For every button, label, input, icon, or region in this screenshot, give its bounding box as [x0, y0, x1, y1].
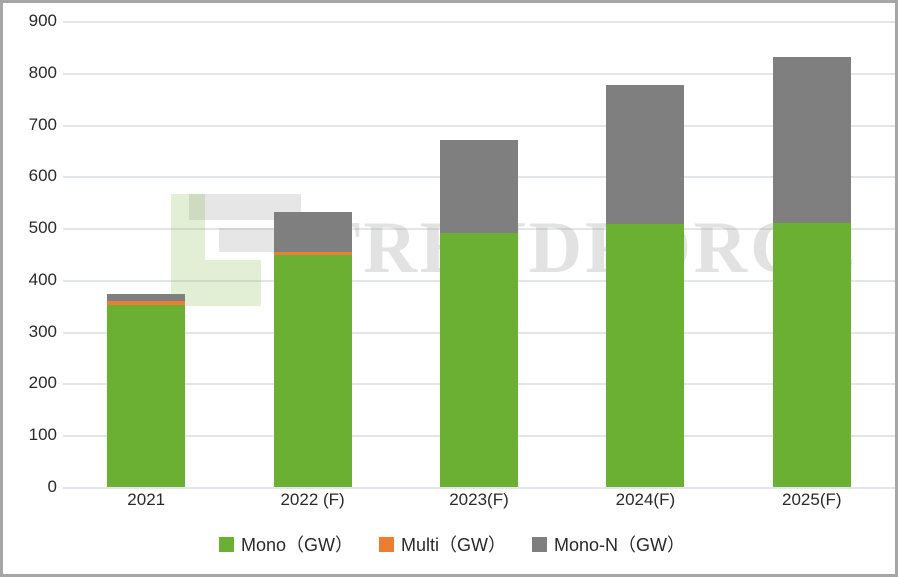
legend-item[interactable]: Mono（GW）	[218, 531, 353, 557]
bar-segment[interactable]	[772, 222, 851, 487]
bar-segment[interactable]	[273, 252, 352, 256]
bar-segment[interactable]	[107, 294, 186, 301]
bar-segment[interactable]	[606, 85, 685, 224]
y-axis-tick-label: 600	[28, 166, 57, 186]
legend-label: Mono（GW）	[240, 535, 353, 555]
y-axis-tick-label: 0	[47, 477, 57, 496]
bar-segment[interactable]	[273, 255, 352, 487]
bar-segment[interactable]	[772, 57, 851, 223]
legend-swatch-icon	[532, 536, 547, 552]
x-axis: 2021 2022 (F) 2023(F) 2024(F) 2025(F)	[63, 490, 895, 520]
gridline	[63, 124, 895, 127]
y-axis-tick-label: 700	[28, 114, 57, 134]
gridline	[63, 487, 895, 489]
bar-group[interactable]	[107, 294, 186, 487]
bar-group[interactable]	[273, 211, 352, 487]
y-axis-tick-label: 900	[28, 11, 57, 30]
x-axis-tick-label: 2022 (F)	[280, 490, 345, 509]
bar-segment[interactable]	[440, 140, 518, 234]
x-axis-tick-label: 2021	[127, 490, 166, 509]
x-axis-tick-label: 2024(F)	[615, 490, 676, 509]
chart-legend: Mono（GW） Multi（GW） Mono-N（GW）	[3, 531, 895, 557]
bar-group[interactable]	[772, 57, 851, 487]
y-axis-tick-label: 800	[28, 62, 57, 82]
gridline	[63, 72, 895, 75]
y-axis-tick-label: 100	[28, 425, 57, 445]
y-axis: 900 800 700 600 500 400 300 200 100 0	[3, 11, 57, 496]
bar-series-container	[63, 21, 895, 487]
bar-segment[interactable]	[107, 304, 186, 487]
bar-group[interactable]	[440, 140, 518, 487]
legend-item[interactable]: Mono-N（GW）	[532, 531, 685, 557]
legend-label: Multi（GW）	[401, 535, 506, 555]
bar-segment[interactable]	[273, 211, 352, 253]
bar-segment[interactable]	[606, 223, 685, 487]
y-axis-tick-label: 300	[28, 321, 57, 341]
legend-swatch-icon	[379, 536, 394, 552]
gridline	[63, 21, 895, 23]
legend-item[interactable]: Multi（GW）	[379, 531, 506, 557]
x-axis-tick-label: 2023(F)	[449, 490, 509, 509]
legend-label: Mono-N（GW）	[554, 535, 686, 555]
x-axis-tick-label: 2025(F)	[782, 490, 842, 509]
bar-segment[interactable]	[440, 233, 518, 487]
y-axis-tick-label: 400	[28, 269, 57, 289]
bar-group[interactable]	[606, 85, 685, 487]
bar-segment[interactable]	[107, 300, 186, 305]
legend-swatch-icon	[218, 536, 234, 552]
y-axis-tick-label: 200	[28, 373, 57, 393]
y-axis-tick-label: 500	[28, 218, 57, 238]
